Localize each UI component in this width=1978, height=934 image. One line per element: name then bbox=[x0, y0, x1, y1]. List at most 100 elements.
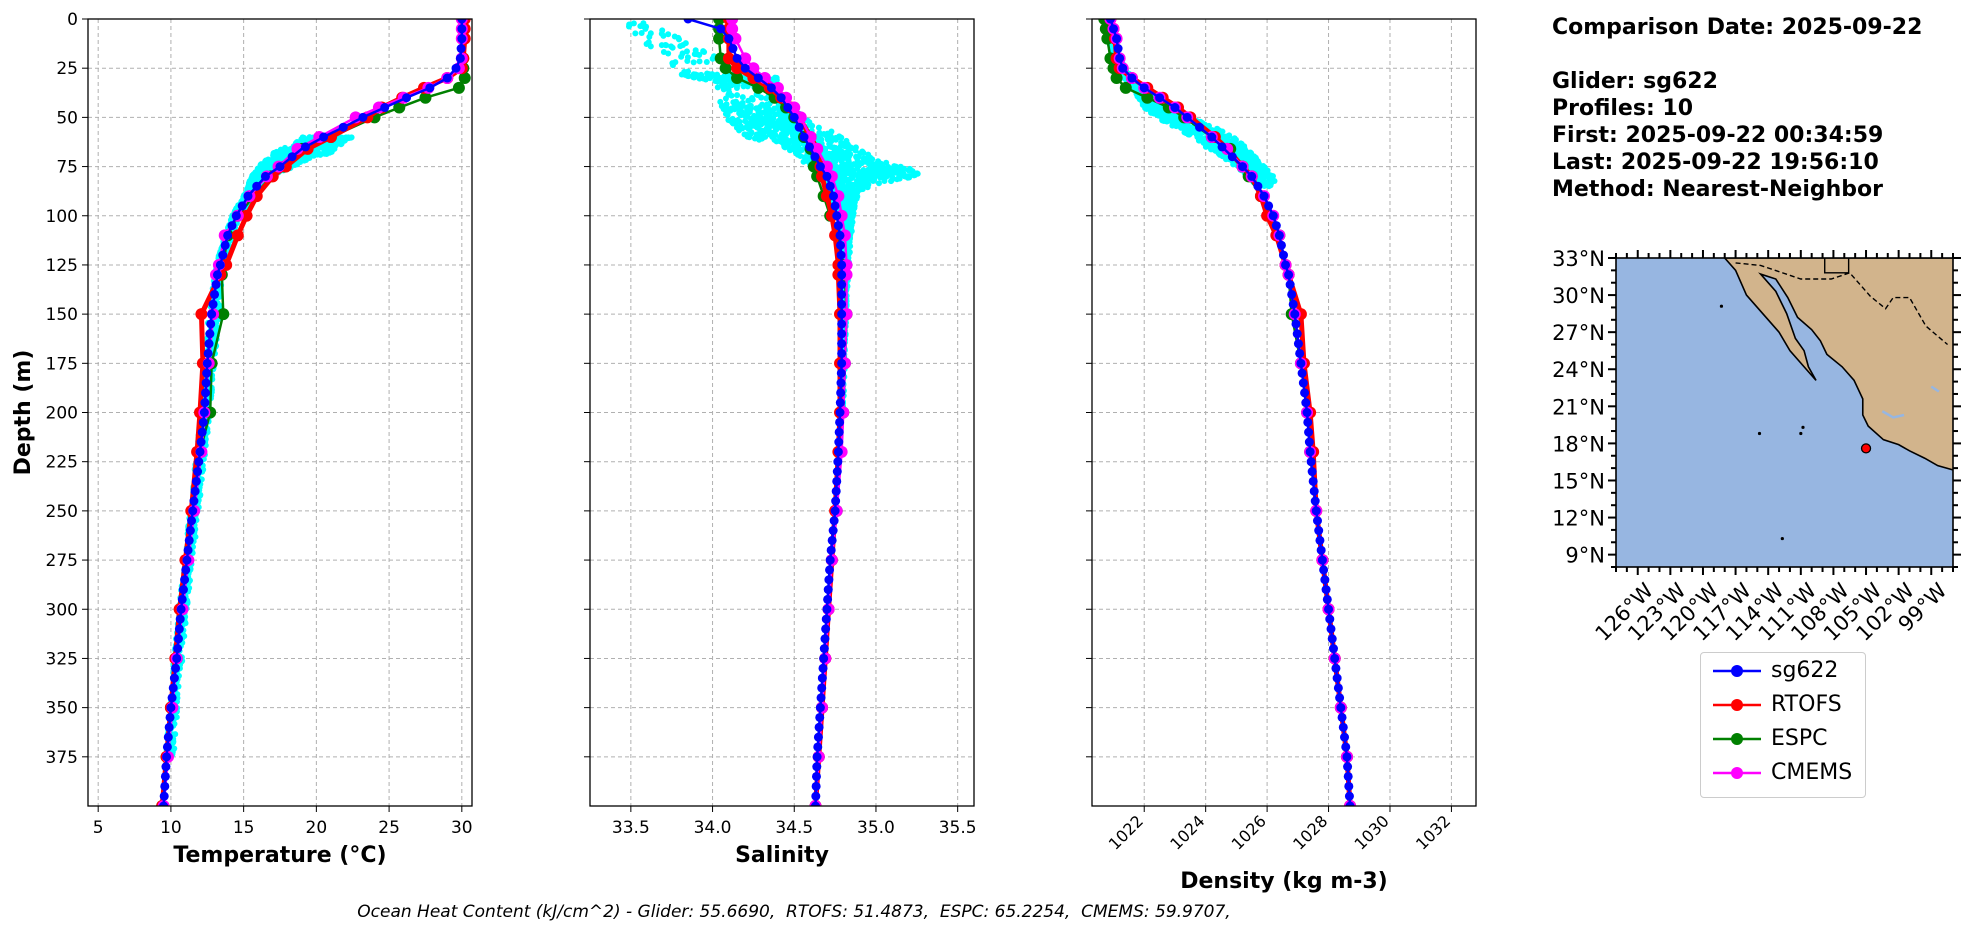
series-point-sg622 bbox=[1291, 319, 1301, 329]
map-lat-label: 24°N bbox=[1552, 358, 1605, 382]
series-point-sg622 bbox=[252, 181, 262, 191]
observation-point bbox=[696, 75, 703, 82]
series-point-rtofs bbox=[820, 190, 833, 203]
series-point-sg622 bbox=[1276, 240, 1286, 250]
series-point-sg622 bbox=[829, 516, 839, 526]
series-point-sg622 bbox=[813, 732, 823, 742]
series-point-sg622 bbox=[190, 486, 200, 496]
observation-point bbox=[1238, 151, 1245, 158]
observation-point bbox=[1159, 115, 1166, 122]
observation-point bbox=[761, 129, 768, 136]
observation-point bbox=[831, 135, 838, 142]
observation-point bbox=[728, 82, 735, 89]
map-lat-label: 21°N bbox=[1552, 395, 1605, 419]
series-point-sg622 bbox=[1297, 368, 1307, 378]
series-point-sg622 bbox=[206, 319, 216, 329]
observation-point bbox=[841, 184, 848, 191]
series-point-sg622 bbox=[1342, 752, 1352, 762]
series-point-sg622 bbox=[1301, 398, 1311, 408]
map-lat-label: 30°N bbox=[1552, 284, 1605, 308]
ocean-heat-content: Ocean Heat Content (kJ/cm^2) - Glider: 5… bbox=[0, 902, 1978, 922]
observation-point bbox=[848, 228, 855, 235]
y-tick-label: 150 bbox=[46, 305, 78, 325]
series-point-sg622 bbox=[837, 260, 847, 270]
series-point-sg622 bbox=[380, 103, 390, 113]
observation-point bbox=[864, 183, 871, 190]
observation-point bbox=[330, 145, 337, 152]
series-point-sg622 bbox=[837, 348, 847, 358]
observation-point bbox=[1186, 131, 1193, 138]
x-tick-label: 1032 bbox=[1412, 811, 1454, 853]
x-tick-label: 15 bbox=[233, 818, 255, 838]
series-point-sg622 bbox=[210, 289, 220, 299]
observation-point bbox=[853, 153, 860, 160]
observation-point bbox=[875, 180, 882, 187]
island bbox=[1801, 425, 1805, 429]
series-point-sg622 bbox=[835, 398, 845, 408]
series-point-sg622 bbox=[820, 634, 830, 644]
series-point-sg622 bbox=[195, 447, 205, 457]
observation-point bbox=[736, 127, 743, 134]
comparison-info: Comparison Date: 2025-09-22 Glider: sg622… bbox=[1552, 14, 1922, 203]
x-tick-label: 30 bbox=[451, 818, 473, 838]
series-point-sg622 bbox=[830, 201, 840, 211]
series-point-sg622 bbox=[1327, 634, 1337, 644]
series-point-sg622 bbox=[834, 427, 844, 437]
panel-temperature: 5 10 15 20 25 3002550751001251501752002252502… bbox=[11, 10, 473, 868]
series-point-sg622 bbox=[442, 73, 452, 83]
observation-point bbox=[852, 144, 859, 151]
observation-point bbox=[789, 127, 796, 134]
series-point-sg622 bbox=[1284, 270, 1294, 280]
series-point-cmems bbox=[739, 52, 752, 65]
observation-point bbox=[892, 169, 899, 176]
series-point-espc bbox=[713, 32, 726, 45]
observation-point bbox=[348, 134, 355, 141]
observation-point bbox=[1241, 146, 1248, 153]
series-point-sg622 bbox=[811, 781, 821, 791]
series-point-sg622 bbox=[1118, 63, 1128, 73]
observation-point bbox=[739, 111, 746, 118]
observation-point bbox=[763, 95, 770, 102]
series-point-sg622 bbox=[812, 752, 822, 762]
plot-area bbox=[625, 19, 921, 806]
series-point-sg622 bbox=[815, 712, 825, 722]
series-point-sg622 bbox=[198, 417, 208, 427]
series-point-sg622 bbox=[1227, 152, 1237, 162]
plot-area bbox=[1098, 19, 1357, 806]
series-point-sg622 bbox=[188, 506, 198, 516]
observation-point bbox=[839, 150, 846, 157]
series-point-sg622 bbox=[208, 299, 218, 309]
observation-point bbox=[335, 139, 342, 146]
observation-point bbox=[826, 143, 833, 150]
observation-point bbox=[726, 89, 733, 96]
series-point-sg622 bbox=[824, 575, 834, 585]
series-point-sg622 bbox=[1253, 181, 1263, 191]
observation-point bbox=[846, 189, 853, 196]
observation-point bbox=[809, 122, 816, 129]
map-lat-label: 12°N bbox=[1552, 507, 1605, 531]
series-point-sg622 bbox=[191, 476, 201, 486]
series-point-sg622 bbox=[1304, 437, 1314, 447]
series-point-sg622 bbox=[197, 427, 207, 437]
series-point-sg622 bbox=[836, 240, 846, 250]
observation-point bbox=[734, 92, 741, 99]
series-point-sg622 bbox=[825, 181, 835, 191]
series-point-sg622 bbox=[1304, 427, 1314, 437]
series-point-sg622 bbox=[805, 142, 815, 152]
series-point-sg622 bbox=[836, 378, 846, 388]
series-point-espc bbox=[393, 101, 406, 114]
series-point-sg622 bbox=[832, 467, 842, 477]
series-point-sg622 bbox=[160, 781, 170, 791]
series-point-rtofs bbox=[231, 229, 244, 242]
x-tick-label: 1022 bbox=[1105, 811, 1147, 853]
series-point-sg622 bbox=[822, 171, 832, 181]
observation-point bbox=[1143, 105, 1150, 112]
series-point-sg622 bbox=[451, 63, 461, 73]
x-tick-label: 5 bbox=[93, 818, 104, 838]
map-lat-label: 18°N bbox=[1552, 432, 1605, 456]
series-point-sg622 bbox=[822, 604, 832, 614]
observation-point bbox=[1211, 145, 1218, 152]
series-point-sg622 bbox=[201, 378, 211, 388]
series-point-sg622 bbox=[358, 112, 368, 122]
y-axis-label: Depth (m) bbox=[11, 350, 36, 476]
